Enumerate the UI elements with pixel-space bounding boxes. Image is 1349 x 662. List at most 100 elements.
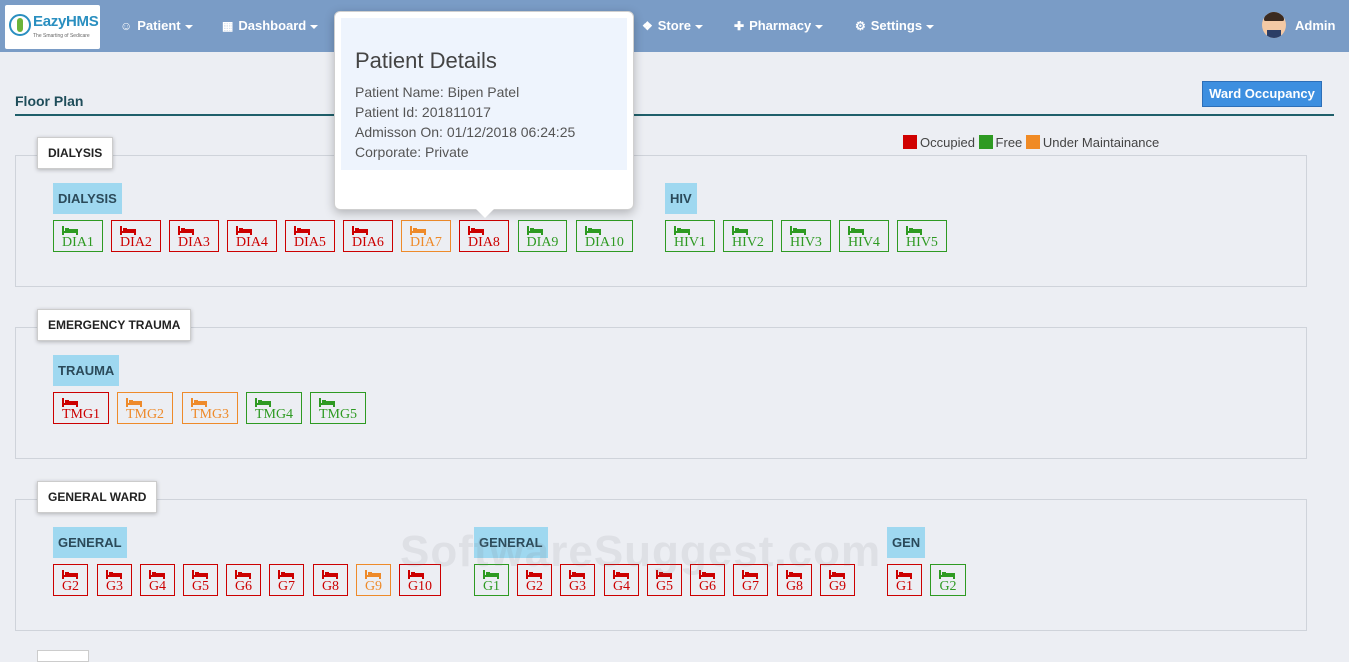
bed-label: DIA10: [585, 235, 624, 250]
bed-label: G8: [321, 579, 340, 594]
bed-icon: [255, 398, 271, 407]
bed-icon: [120, 226, 136, 235]
bed-icon: [742, 570, 758, 579]
bed-icon: [178, 226, 194, 235]
bed-g5[interactable]: G5: [183, 564, 218, 596]
bed-g6[interactable]: G6: [690, 564, 725, 596]
bed-icon: [483, 570, 499, 579]
bed-label: DIA4: [236, 235, 268, 250]
bed-g2[interactable]: G2: [930, 564, 966, 596]
bed-label: DIA3: [178, 235, 210, 250]
bed-dia4[interactable]: DIA4: [227, 220, 277, 252]
nav-store[interactable]: ❖ Store: [642, 0, 703, 52]
bed-icon: [569, 570, 585, 579]
bed-label: G1: [895, 579, 914, 594]
bed-dia7[interactable]: DIA7: [401, 220, 451, 252]
bed-hiv1[interactable]: HIV1: [665, 220, 715, 252]
bed-tmg3[interactable]: TMG3: [182, 392, 238, 424]
bed-tmg4[interactable]: TMG4: [246, 392, 302, 424]
bed-hiv5[interactable]: HIV5: [897, 220, 947, 252]
popover-body: [341, 18, 627, 170]
bed-tmg2[interactable]: TMG2: [117, 392, 173, 424]
bed-dia3[interactable]: DIA3: [169, 220, 219, 252]
bed-g2[interactable]: G2: [53, 564, 88, 596]
caret-down-icon: [184, 24, 193, 29]
nav-settings[interactable]: ⚙ Settings: [855, 0, 935, 52]
bed-dia1[interactable]: DIA1: [53, 220, 103, 252]
bed-icon: [699, 570, 715, 579]
avatar[interactable]: [1262, 12, 1286, 38]
bed-g9[interactable]: G9: [820, 564, 855, 596]
bed-dia9[interactable]: DIA9: [518, 220, 567, 252]
bed-label: TMG2: [125, 407, 165, 422]
globe-icon: [9, 14, 31, 36]
bed-label: G3: [105, 579, 124, 594]
bed-dia5[interactable]: DIA5: [285, 220, 335, 252]
bed-g8[interactable]: G8: [313, 564, 348, 596]
user-icon: ☺: [120, 19, 133, 33]
bed-label: G9: [828, 579, 847, 594]
bed-label: G6: [234, 579, 253, 594]
bed-g1[interactable]: G1: [887, 564, 922, 596]
bed-icon: [939, 570, 955, 579]
top-navbar: EazyHMS The Smarting of Sedicare ☺ Patien…: [0, 0, 1349, 52]
bed-tmg1[interactable]: TMG1: [53, 392, 109, 424]
user-menu-label[interactable]: Admin: [1295, 18, 1336, 33]
bed-g1[interactable]: G1: [474, 564, 509, 596]
bed-dia10[interactable]: DIA10: [576, 220, 633, 252]
nav-patient[interactable]: ☺ Patient: [120, 0, 193, 52]
ward-occupancy-button[interactable]: Ward Occupancy: [1202, 81, 1322, 107]
bed-icon: [848, 226, 864, 235]
nav-dashboard[interactable]: ▦ Dashboard: [222, 0, 319, 52]
bed-dia2[interactable]: DIA2: [111, 220, 161, 252]
bed-dia8[interactable]: DIA8: [459, 220, 509, 252]
logo-tagline: The Smarting of Sedicare: [33, 33, 90, 39]
page-title: Floor Plan: [15, 93, 84, 109]
bed-tmg5[interactable]: TMG5: [310, 392, 366, 424]
bed-g8[interactable]: G8: [777, 564, 812, 596]
bed-label: G5: [655, 579, 674, 594]
bed-g2[interactable]: G2: [517, 564, 552, 596]
popover-arrow: [476, 209, 494, 218]
bed-icon: [526, 570, 542, 579]
bed-g3[interactable]: G3: [97, 564, 132, 596]
nav-pharmacy[interactable]: ✚ Pharmacy: [734, 0, 824, 52]
legend-swatch-free: [978, 135, 993, 149]
bed-hiv4[interactable]: HIV4: [839, 220, 889, 252]
caret-down-icon: [815, 24, 824, 29]
caret-down-icon: [926, 24, 935, 29]
bed-label: HIV1: [674, 235, 706, 250]
bed-label: DIA9: [526, 235, 559, 250]
bed-label: G6: [698, 579, 717, 594]
bed-label: G3: [568, 579, 587, 594]
bed-g7[interactable]: G7: [269, 564, 304, 596]
bed-g7[interactable]: G7: [733, 564, 768, 596]
section-panel-dialysis: [15, 155, 1307, 287]
nav-settings-label: Settings: [870, 18, 923, 33]
bed-g6[interactable]: G6: [226, 564, 261, 596]
bed-g9[interactable]: G9: [356, 564, 391, 596]
bed-label: HIV5: [906, 235, 938, 250]
status-legend: Occupied Free Under Maintainance: [903, 135, 1159, 150]
bed-hiv2[interactable]: HIV2: [723, 220, 773, 252]
bed-g3[interactable]: G3: [560, 564, 595, 596]
bed-label: DIA8: [468, 235, 500, 250]
bed-icon: [62, 398, 78, 407]
bed-label: G8: [785, 579, 804, 594]
logo-text: EazyHMS: [33, 13, 99, 30]
bed-hiv3[interactable]: HIV3: [781, 220, 831, 252]
bed-label: G7: [277, 579, 296, 594]
nav-dashboard-label: Dashboard: [238, 18, 307, 33]
bed-label: G4: [148, 579, 167, 594]
group-label-trauma: TRAUMA: [53, 355, 120, 386]
bed-g5[interactable]: G5: [647, 564, 682, 596]
bed-g4[interactable]: G4: [604, 564, 639, 596]
bed-icon: [468, 226, 484, 235]
bed-g10[interactable]: G10: [399, 564, 441, 596]
bed-icon: [790, 226, 806, 235]
group-label-general-2: GENERAL: [474, 527, 548, 558]
bed-g4[interactable]: G4: [140, 564, 175, 596]
eazyhms-logo[interactable]: EazyHMS The Smarting of Sedicare: [5, 5, 100, 49]
patient-id: Patient Id: 201811017: [355, 104, 491, 120]
bed-dia6[interactable]: DIA6: [343, 220, 393, 252]
